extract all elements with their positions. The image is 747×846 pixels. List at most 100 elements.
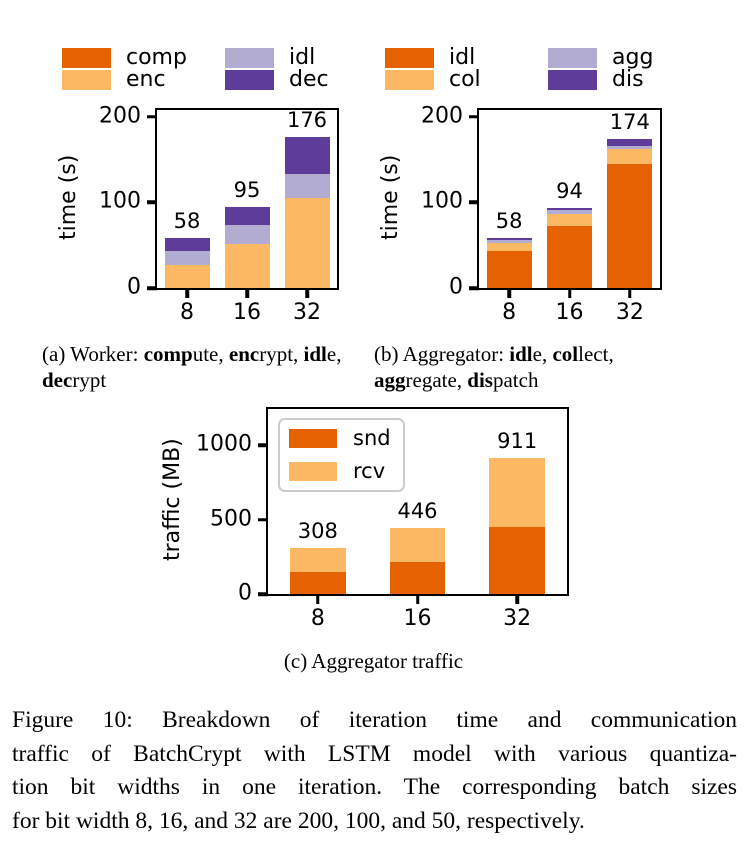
legend-entry-comp: comp bbox=[62, 45, 187, 70]
legend-swatch-idl bbox=[225, 48, 274, 68]
legend-label-dis: dis bbox=[612, 67, 644, 92]
subcaption-bold-text: dec bbox=[42, 368, 73, 392]
subcaption-bold-text: idl bbox=[303, 342, 327, 366]
legend-entry-snd: snd bbox=[289, 426, 391, 450]
y-tick-mark bbox=[258, 517, 268, 522]
x-tick-label-8: 8 bbox=[502, 300, 517, 325]
bar-segment-idl bbox=[164, 251, 210, 265]
bar-segment-rcv bbox=[289, 548, 346, 573]
x-tick-mark bbox=[567, 288, 572, 298]
bar-segment-idl bbox=[486, 251, 532, 288]
y-tick-label: 1000 bbox=[196, 431, 252, 457]
subcaption-bold-text: idl bbox=[509, 342, 533, 366]
bar-segment-idl bbox=[284, 174, 330, 199]
subcaption-text: ute, bbox=[192, 342, 229, 366]
bar-segment-enc bbox=[224, 243, 270, 288]
y-tick-mark bbox=[147, 286, 157, 290]
bar-value-label: 174 bbox=[609, 110, 650, 135]
y-tick-mark bbox=[258, 592, 268, 596]
y-tick-label: 500 bbox=[210, 506, 252, 532]
y-tick-label: 0 bbox=[238, 580, 252, 606]
subcaption-text: rypt bbox=[72, 368, 107, 392]
subcaption-text: patch bbox=[492, 368, 539, 392]
y-tick-mark bbox=[147, 115, 157, 119]
x-tick-mark bbox=[507, 288, 511, 298]
legend-entry-col: col bbox=[385, 69, 481, 91]
bar-segment-dis bbox=[546, 207, 593, 211]
subcaption-text: (b) Aggregator: bbox=[374, 342, 510, 366]
legend-swatch-enc bbox=[62, 70, 111, 90]
bar-value-label: 95 bbox=[233, 177, 261, 202]
y-tick-mark bbox=[258, 443, 268, 447]
x-tick-label-8: 8 bbox=[180, 300, 194, 325]
legend-label-snd: snd bbox=[353, 426, 391, 450]
y-tick-label: 0 bbox=[449, 274, 463, 300]
x-tick-label-32: 32 bbox=[503, 606, 532, 631]
y-tick-mark bbox=[469, 286, 479, 290]
subcaption-a: (a) Worker: compute, encrypt, idle, decr… bbox=[42, 341, 372, 393]
bar-value-label: 58 bbox=[173, 209, 201, 234]
y-tick-label: 100 bbox=[421, 188, 463, 214]
x-tick-mark bbox=[305, 288, 309, 298]
legend-swatch-comp bbox=[62, 48, 111, 68]
y-tick-label: 200 bbox=[421, 103, 463, 129]
bar-value-label: 176 bbox=[286, 108, 328, 133]
x-tick-mark bbox=[245, 288, 249, 298]
x-tick-label-32: 32 bbox=[615, 300, 644, 325]
legend-entry-idl: idl bbox=[385, 47, 481, 69]
bar-segment-agg bbox=[607, 145, 653, 150]
subcaption-b: (b) Aggregator: idle, collect, aggregate… bbox=[374, 341, 704, 393]
subcaption-bold-text: comp bbox=[143, 342, 193, 366]
y-tick-mark bbox=[469, 115, 479, 119]
legend-entry-idl: idl bbox=[225, 45, 329, 70]
subcaption-c: (c) Aggregator traffic bbox=[0, 648, 747, 674]
y-tick-mark bbox=[469, 200, 479, 205]
bar-segment-idl bbox=[607, 163, 653, 288]
figure-caption: Figure 10: Breakdown of iteration time a… bbox=[12, 704, 737, 838]
y-tick-label: 200 bbox=[99, 103, 141, 129]
legend-label-agg: agg bbox=[612, 45, 654, 70]
subcaption-bold-text: col bbox=[552, 342, 579, 366]
figure-caption-line: traffic of BatchCrypt with LSTM model wi… bbox=[12, 740, 737, 767]
figure-caption-line: Figure 10: Breakdown of iteration time a… bbox=[12, 707, 737, 733]
legend-label-comp: comp bbox=[126, 45, 187, 70]
chart-b-y-axis-label: time (s) bbox=[378, 154, 403, 240]
legend-entry-dec: dec bbox=[225, 67, 329, 92]
legend-swatch-agg bbox=[548, 48, 597, 68]
bar-segment-rcv bbox=[389, 527, 446, 562]
legend-label-dec: dec bbox=[289, 67, 329, 92]
x-tick-label-16: 16 bbox=[233, 300, 261, 325]
x-tick-label-8: 8 bbox=[310, 606, 325, 631]
legend-label-idl: idl bbox=[289, 45, 316, 70]
chart-a-plot: 0 100 200 8 58 16 95 32 176 bbox=[99, 105, 339, 324]
bar-segment-agg bbox=[546, 210, 593, 214]
x-tick-mark bbox=[185, 288, 189, 298]
legend-label-enc: enc bbox=[126, 67, 166, 92]
legend-entry-agg: agg bbox=[548, 45, 654, 70]
bar-segment-idl bbox=[546, 226, 593, 288]
subcaption-text: e, bbox=[326, 342, 342, 366]
bar-segment-col bbox=[546, 213, 593, 227]
bar-segment-agg bbox=[486, 240, 532, 243]
chart-c-plot: 0 500 1000 8 308 16 446 32 911 snd rcv bbox=[196, 407, 569, 630]
figure-caption-line: tion bit widths in one iteration. The co… bbox=[12, 774, 737, 800]
legend-swatch-col bbox=[385, 70, 434, 90]
legend-swatch-rcv bbox=[289, 462, 337, 481]
bar-segment-dec bbox=[224, 206, 270, 225]
legend-swatch-idl bbox=[385, 48, 434, 68]
y-tick-label: 100 bbox=[99, 188, 141, 214]
subcaption-text: lect, bbox=[578, 342, 614, 366]
bar-segment-enc bbox=[164, 264, 210, 288]
x-tick-label-16: 16 bbox=[555, 300, 584, 325]
x-tick-mark bbox=[628, 288, 632, 298]
y-tick-label: 0 bbox=[127, 274, 141, 300]
bar-segment-dec bbox=[164, 238, 210, 252]
subcaption-bold-text: agg bbox=[374, 368, 406, 392]
chart-a-legend-column: comp enc bbox=[62, 45, 187, 92]
bar-value-label: 58 bbox=[495, 209, 523, 234]
legend-swatch-dec bbox=[225, 70, 274, 90]
chart-c-y-axis-label: traffic (MB) bbox=[160, 438, 185, 561]
subcaption-bold-text: enc bbox=[228, 342, 260, 366]
subcaption-text: e, bbox=[532, 342, 553, 366]
